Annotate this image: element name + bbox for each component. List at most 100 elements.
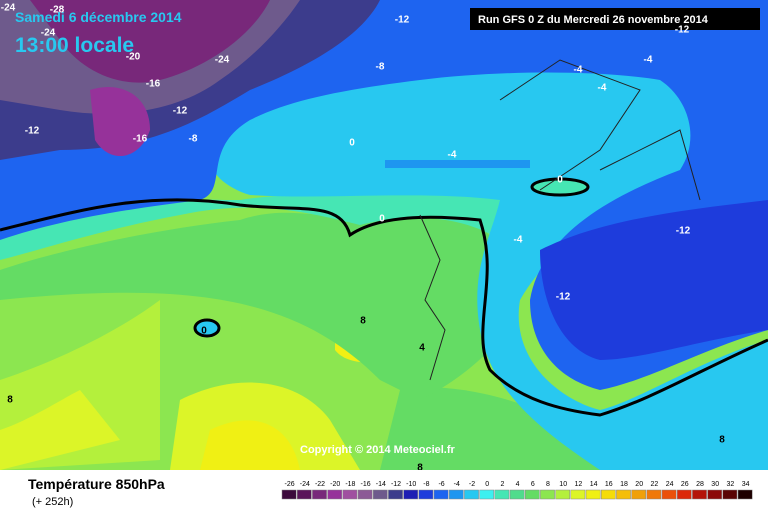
scale-swatch [646, 489, 662, 500]
scale-label: -20 [330, 481, 340, 488]
scale-label: -24 [300, 481, 310, 488]
contour-label: 4 [419, 343, 425, 354]
forecast-date: Samedi 6 décembre 2014 [15, 9, 182, 25]
scale-label: 28 [696, 481, 704, 488]
scale-swatch [479, 489, 495, 500]
run-info: Run GFS 0 Z du Mercredi 26 novembre 2014 [478, 14, 709, 26]
contour-label: -12 [395, 15, 410, 26]
contour-label: -24 [215, 55, 230, 66]
forecast-time: 13:00 locale [15, 34, 134, 57]
scale-label: 20 [635, 481, 643, 488]
scale-swatch [448, 489, 464, 500]
scale-label: -8 [423, 481, 429, 488]
scale-label: 30 [711, 481, 719, 488]
scale-swatch [327, 489, 343, 500]
scale-label: 14 [590, 481, 598, 488]
scale-label: -22 [315, 481, 325, 488]
scale-swatch [494, 489, 510, 500]
scale-label: -18 [345, 481, 355, 488]
scale-label: -4 [454, 481, 460, 488]
contour-label: 8 [719, 435, 725, 446]
scale-label: -6 [438, 481, 444, 488]
contour-label: 8 [7, 395, 13, 406]
scale-label: 0 [485, 481, 489, 488]
contour-label: -12 [25, 126, 40, 137]
map-background [0, 0, 768, 470]
contour-label: 0 [379, 214, 385, 225]
contour-label: -4 [644, 55, 653, 66]
scale-swatch [357, 489, 373, 500]
scale-label: 4 [516, 481, 520, 488]
scale-label: 34 [742, 481, 750, 488]
scale-swatch [600, 489, 616, 500]
contour-label: -28 [50, 5, 65, 16]
scale-label: 16 [605, 481, 613, 488]
scale-swatch [403, 489, 419, 500]
scale-swatch [433, 489, 449, 500]
contour-label: -4 [448, 150, 457, 161]
scale-label: 26 [681, 481, 689, 488]
contour-label: -20 [126, 52, 141, 63]
contour-label: -8 [189, 134, 198, 145]
scale-swatch [342, 489, 358, 500]
variable-title: Température 850hPa [28, 476, 165, 492]
scale-label: 18 [620, 481, 628, 488]
scale-label: 2 [500, 481, 504, 488]
scale-label: -14 [376, 481, 386, 488]
scale-swatch [692, 489, 707, 500]
scale-swatch [722, 489, 738, 500]
contour-labels: -24 -28 -24 -20 -24 -16 -12 -12 -16 -8 -12 -8 -12 -4 -… [1, 3, 725, 474]
contour-label: 8 [360, 316, 366, 327]
scale-label: 8 [546, 481, 550, 488]
color-scale: -26 -24 -22 -20 -18 -16 -14 -12 -10 -8 -6 -4 -2 0 2 4 6 8… [281, 481, 753, 500]
scale-swatch [707, 489, 723, 500]
contour-label: 8 [417, 463, 423, 474]
scale-swatch [570, 489, 586, 500]
contour-label: -12 [173, 106, 188, 117]
scale-swatch [418, 489, 434, 500]
contour-label: -24 [41, 28, 56, 39]
contour-label: -4 [598, 83, 607, 94]
scale-swatch [661, 489, 677, 500]
scale-swatch [464, 489, 479, 500]
scale-swatch [737, 489, 753, 500]
scale-label: 22 [651, 481, 659, 488]
scale-swatch [509, 489, 525, 500]
scale-swatch [524, 489, 540, 500]
contour-label: -12 [676, 226, 691, 237]
scale-swatch [631, 489, 647, 500]
copyright: Copyright © 2014 Meteociel.fr [300, 444, 456, 456]
contour-label: 0 [557, 175, 563, 186]
scale-swatch [540, 489, 555, 500]
contour-label: -16 [146, 79, 161, 90]
scale-label: -10 [406, 481, 416, 488]
run-box [470, 8, 760, 30]
scale-label: -12 [391, 481, 401, 488]
contour-label: -12 [675, 25, 690, 36]
scale-label: 10 [559, 481, 567, 488]
scale-swatch [616, 489, 631, 500]
lead-time: (+ 252h) [32, 496, 73, 508]
contour-label: -24 [1, 3, 16, 14]
contour-label: -16 [133, 134, 148, 145]
contour-label: 0 [349, 138, 355, 149]
scale-label: -26 [285, 481, 295, 488]
scale-label: 24 [666, 481, 674, 488]
scale-swatch [281, 489, 297, 500]
scale-swatch [585, 489, 601, 500]
contour-label: -4 [574, 65, 583, 76]
scale-label: 12 [575, 481, 583, 488]
scale-swatch [555, 489, 571, 500]
scale-label: -2 [469, 481, 475, 488]
contour-label: 0 [201, 326, 207, 337]
scale-label: 6 [531, 481, 535, 488]
scale-swatch [312, 489, 327, 500]
scale-swatch [296, 489, 312, 500]
scale-swatch [388, 489, 403, 500]
contour-label: -4 [514, 235, 523, 246]
contour-label: -8 [376, 62, 385, 73]
scale-swatch [676, 489, 692, 500]
contour-label: -12 [556, 292, 571, 303]
scale-label: 32 [727, 481, 735, 488]
